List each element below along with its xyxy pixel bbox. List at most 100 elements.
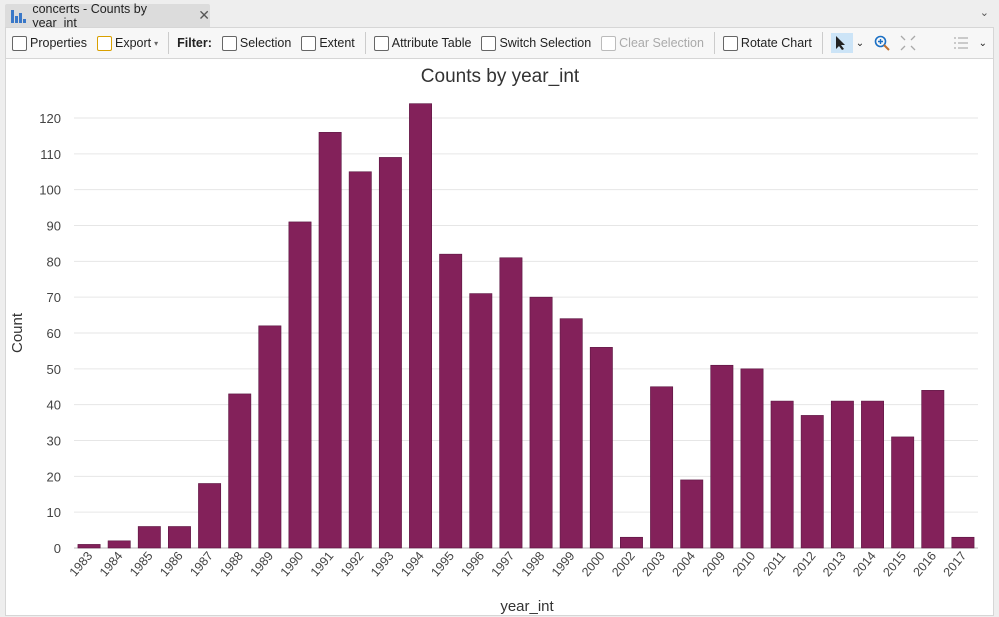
y-tick-label: 50 — [47, 362, 61, 377]
x-tick-label: 1993 — [368, 549, 397, 579]
x-tick-label: 2003 — [639, 549, 668, 579]
properties-button[interactable]: Properties — [12, 35, 87, 51]
zoom-in-button[interactable] — [874, 35, 890, 51]
attribute-table-button[interactable]: Attribute Table — [373, 35, 471, 51]
y-tick-label: 30 — [47, 434, 61, 449]
filter-text: Filter: — [177, 36, 212, 50]
bar-2009[interactable] — [710, 364, 734, 549]
bar-chart-icon — [11, 9, 26, 23]
bar-1998[interactable] — [529, 296, 553, 549]
bar-2010[interactable] — [740, 368, 764, 549]
switch-selection-button[interactable]: Switch Selection — [481, 35, 592, 51]
table-icon — [373, 35, 389, 51]
bar-2014[interactable] — [861, 400, 884, 549]
bar-1990[interactable] — [288, 221, 312, 549]
x-tick-label: 2011 — [760, 549, 788, 579]
export-label: Export — [114, 36, 152, 50]
bar-1992[interactable] — [348, 171, 372, 549]
x-tick-label: 1992 — [338, 549, 367, 579]
y-tick-label: 40 — [47, 398, 61, 413]
close-icon[interactable]: ✕ — [198, 7, 210, 23]
x-tick-label: 1988 — [217, 549, 246, 579]
bar-2015[interactable] — [891, 436, 915, 549]
rotate-chart-button[interactable]: Rotate Chart — [722, 35, 812, 51]
y-tick-label: 80 — [47, 254, 61, 269]
full-extent-icon — [900, 35, 916, 51]
select-tool-dropdown[interactable]: ⌄ — [855, 37, 865, 49]
export-button[interactable]: Export ▾ — [96, 35, 159, 51]
x-tick-label: 1991 — [308, 549, 337, 579]
x-tick-label: 1995 — [428, 549, 457, 579]
x-tick-label: 1985 — [127, 549, 156, 579]
y-tick-label: 90 — [47, 219, 61, 234]
zoom-in-icon — [874, 35, 890, 51]
tab-chart[interactable]: concerts - Counts by year_int ✕ — [5, 2, 210, 30]
rotate-chart-label: Rotate Chart — [740, 36, 812, 50]
bar-2003[interactable] — [650, 386, 674, 549]
caret-icon: ▾ — [154, 38, 159, 48]
y-axis-label: Count — [9, 312, 26, 353]
bar-1986[interactable] — [168, 526, 191, 549]
properties-label: Properties — [30, 36, 87, 50]
bar-2013[interactable] — [830, 400, 854, 549]
x-tick-label: 2013 — [820, 549, 849, 579]
bar-1985[interactable] — [137, 526, 161, 549]
select-tool-button[interactable] — [830, 33, 853, 53]
bar-1993[interactable] — [378, 157, 402, 549]
bar-1999[interactable] — [559, 318, 583, 549]
clear-selection-label: Clear Selection — [619, 36, 704, 50]
x-tick-label: 2012 — [790, 549, 819, 579]
y-tick-label: 70 — [47, 290, 61, 305]
bar-2000[interactable] — [589, 347, 613, 549]
bar-1997[interactable] — [499, 257, 523, 549]
x-tick-label: 1986 — [157, 549, 186, 579]
chevron-down-icon[interactable]: ⌄ — [979, 7, 989, 19]
bar-2002[interactable] — [620, 536, 643, 549]
bar-1984[interactable] — [107, 540, 131, 549]
filter-icon — [221, 35, 237, 51]
bar-2012[interactable] — [800, 415, 824, 549]
bar-2017[interactable] — [951, 536, 975, 549]
switch-selection-label: Switch Selection — [499, 36, 592, 50]
selection-label: Selection — [239, 36, 292, 50]
switch-selection-icon — [481, 35, 497, 51]
y-tick-label: 0 — [54, 541, 61, 556]
filter-extent-icon — [301, 35, 317, 51]
x-tick-label: 1996 — [458, 549, 487, 579]
y-tick-label: 120 — [39, 111, 61, 126]
x-tick-label: 2004 — [669, 549, 698, 579]
y-tick-label: 60 — [47, 326, 61, 341]
filter-extent-button[interactable]: Extent — [301, 35, 355, 51]
bar-1991[interactable] — [318, 132, 342, 549]
legend-button[interactable] — [953, 35, 969, 51]
full-extent-button[interactable] — [900, 35, 916, 51]
chart-toolbar: Properties Export ▾ Filter: Selection Ext… — [5, 27, 994, 59]
list-icon — [953, 37, 968, 49]
divider — [821, 32, 823, 54]
legend-dropdown[interactable]: ⌄ — [978, 37, 987, 49]
filter-selection-button[interactable]: Selection — [221, 35, 292, 51]
bar-2016[interactable] — [921, 390, 945, 549]
bar-2004[interactable] — [680, 479, 704, 549]
x-axis-label: year_int — [500, 598, 554, 615]
x-tick-label: 2015 — [880, 549, 909, 579]
x-tick-label: 1998 — [519, 549, 548, 579]
clear-selection-button[interactable]: Clear Selection — [601, 35, 704, 51]
properties-icon — [12, 35, 27, 51]
bar-1996[interactable] — [469, 293, 493, 549]
bar-1987[interactable] — [198, 483, 222, 549]
x-tick-label: 2016 — [910, 549, 939, 579]
divider — [364, 32, 366, 54]
bar-1994[interactable] — [409, 103, 432, 549]
bar-2011[interactable] — [770, 400, 794, 549]
bar-1989[interactable] — [258, 325, 282, 549]
bar-1995[interactable] — [439, 253, 463, 549]
filter-label: Filter: — [177, 36, 212, 50]
bar-1988[interactable] — [228, 393, 252, 549]
y-tick-label: 20 — [47, 469, 61, 484]
x-tick-label: 1987 — [187, 549, 216, 579]
x-tick-label: 1999 — [549, 549, 578, 579]
bar-1983[interactable] — [77, 544, 101, 549]
x-tick-label: 1990 — [278, 549, 307, 579]
x-tick-label: 1989 — [248, 549, 277, 579]
